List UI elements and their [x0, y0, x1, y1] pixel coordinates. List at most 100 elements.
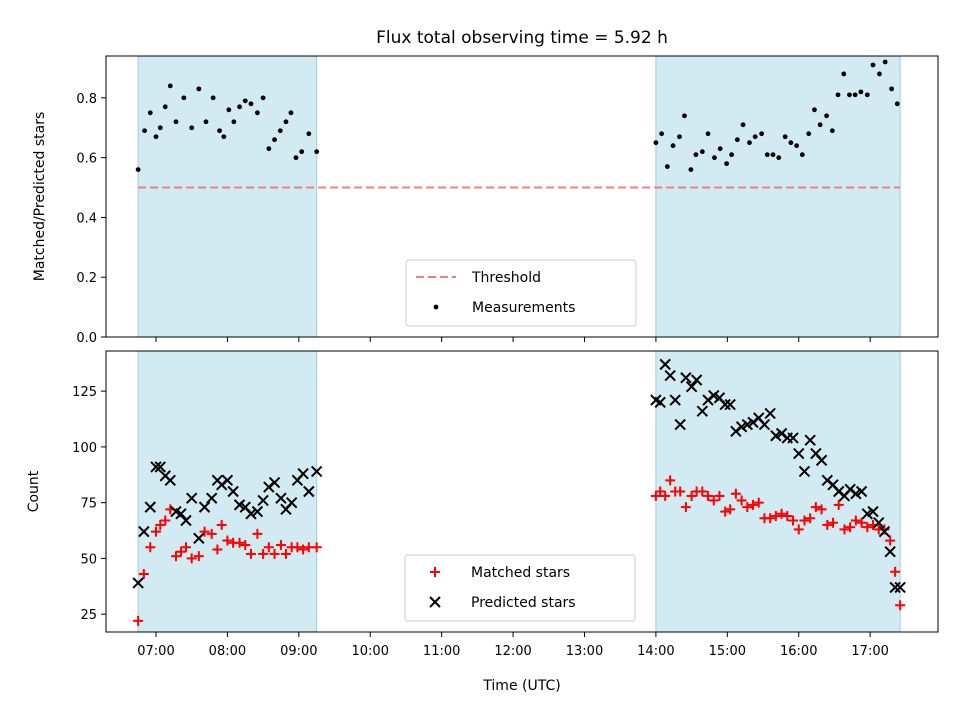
measurement-point	[799, 152, 805, 158]
predicted-stars-point	[690, 374, 703, 386]
matched-stars-point	[252, 528, 263, 539]
measurement-point	[272, 137, 277, 143]
measurement-point	[173, 119, 179, 125]
matched-stars-point	[160, 515, 171, 526]
x-tick-label: 13:00	[566, 644, 603, 659]
measurement-point	[181, 95, 187, 101]
matched-stars-point	[770, 511, 781, 522]
predicted-stars-point	[221, 474, 234, 487]
predicted-stars-point	[205, 492, 218, 504]
measurement-point	[817, 122, 823, 128]
y-tick-label: 0.8	[76, 92, 97, 107]
y-tick-label: 0.4	[76, 211, 97, 226]
matched-stars-point	[240, 540, 251, 551]
measurement-point	[882, 59, 888, 65]
predicted-stars-point	[193, 532, 205, 545]
measurement-point	[740, 122, 746, 128]
matched-stars-point	[216, 519, 227, 530]
predicted-stars-point	[297, 467, 309, 480]
measurement-point	[153, 134, 159, 140]
matched-stars-point	[856, 517, 867, 528]
matched-stars-point	[186, 553, 197, 564]
measurement-point	[824, 113, 829, 119]
matched-stars-point	[675, 486, 686, 497]
measurement-point	[682, 113, 687, 119]
predicted-stars-point	[132, 577, 144, 589]
predicted-stars-point	[696, 405, 709, 417]
predicted-stars-point	[144, 501, 156, 513]
measurement-point	[670, 143, 676, 149]
measurement-point	[217, 128, 222, 134]
measurement-point	[705, 131, 711, 137]
matched-stars-point	[862, 522, 873, 533]
matched-stars-point	[292, 542, 303, 553]
measurement-point	[693, 152, 699, 158]
y-tick-label: 75	[80, 497, 97, 512]
measurement-point	[231, 119, 237, 125]
matched-stars-point	[245, 548, 256, 559]
predicted-stars-point	[664, 369, 676, 382]
predicted-stars-point	[855, 485, 868, 498]
matched-stars-point	[799, 515, 810, 526]
matched-stars-point	[298, 544, 309, 555]
matched-stars-point	[222, 535, 233, 546]
y-tick-label: 0.6	[76, 152, 97, 167]
matched-stars-point	[145, 542, 156, 553]
y-axis-label: Matched/Predicted stars	[32, 112, 48, 282]
matched-stars-point	[697, 486, 708, 497]
x-tick-label: 09:00	[280, 644, 317, 659]
matched-stars-point	[885, 535, 896, 546]
predicted-stars-point	[275, 492, 287, 504]
matched-stars-point	[665, 475, 676, 486]
measurement-point	[712, 155, 717, 161]
measurement-point	[260, 95, 266, 101]
y-tick-label: 0.2	[76, 271, 97, 286]
measurement-point	[788, 140, 794, 146]
measurement-point	[242, 98, 248, 104]
matched-stars-point	[765, 513, 776, 524]
y-tick-label: 125	[72, 385, 97, 400]
measurement-point	[770, 152, 776, 158]
measurement-point	[196, 86, 202, 92]
legend-label: Measurements	[472, 300, 575, 316]
matched-stars-point	[833, 499, 844, 510]
predicted-stars-point	[724, 398, 736, 411]
chart-title: Flux total observing time = 5.92 h	[376, 28, 668, 48]
measurement-point	[135, 167, 141, 172]
matched-stars-point	[810, 502, 821, 513]
predicted-stars-point	[154, 461, 166, 473]
legend-label: Matched stars	[471, 565, 570, 581]
predicted-stars-point	[873, 517, 885, 529]
matched-stars-point	[133, 615, 144, 626]
matched-stars-point	[138, 569, 149, 580]
matched-stars-point	[714, 490, 725, 501]
predicted-stars-point	[685, 380, 698, 393]
measurement-point	[237, 104, 242, 110]
measurement-point	[688, 167, 694, 172]
measurement-point	[142, 128, 147, 134]
matched-stars-point	[708, 495, 719, 506]
matched-stars-point	[828, 517, 839, 528]
measurement-point	[277, 128, 283, 134]
measurement-point	[677, 134, 682, 140]
measurement-point	[299, 149, 305, 155]
matched-stars-point	[180, 542, 191, 553]
y-tick-label: 100	[72, 441, 97, 456]
predicted-stars-point	[150, 461, 162, 473]
matched-stars-point	[839, 524, 850, 535]
measurement-point	[203, 119, 209, 125]
measurement-point	[653, 140, 659, 146]
predicted-stars-point	[164, 474, 176, 487]
measurement-point	[747, 140, 752, 146]
x-tick-label: 14:00	[637, 644, 674, 659]
measurement-point	[210, 95, 216, 101]
measurement-point	[889, 86, 894, 92]
measurement-point	[314, 149, 320, 155]
matched-stars-point	[155, 519, 166, 530]
measurement-point	[664, 164, 670, 170]
measurement-point	[764, 152, 770, 158]
measurement-point	[147, 110, 153, 116]
matched-stars-point	[258, 548, 269, 559]
predicted-stars-point	[251, 505, 264, 518]
